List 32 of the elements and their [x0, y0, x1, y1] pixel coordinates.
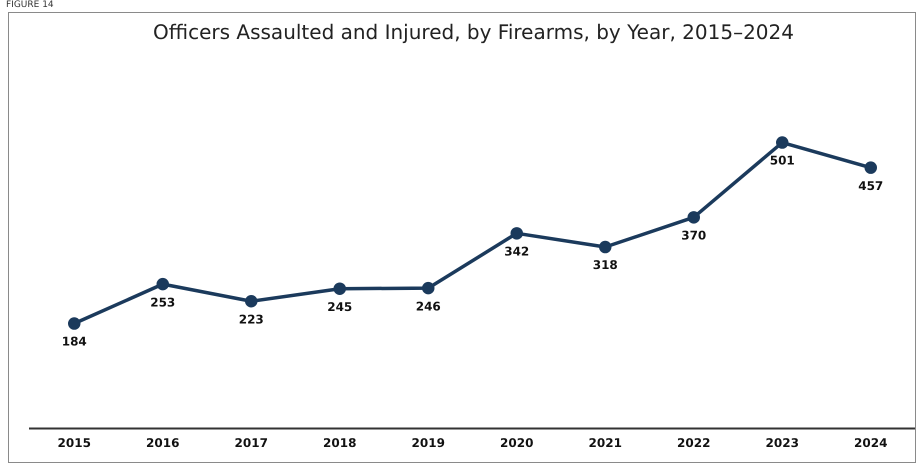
x-tick-label: 2020	[500, 436, 534, 450]
x-tick-label: 2018	[323, 436, 356, 450]
point	[245, 295, 258, 308]
x-tick-label: 2017	[234, 436, 268, 450]
data-label: 370	[681, 228, 706, 242]
x-tick-label: 2015	[58, 436, 91, 450]
data-label: 457	[858, 178, 884, 193]
data-label: 184	[62, 334, 87, 349]
data-label: 245	[327, 300, 352, 314]
point	[776, 136, 788, 149]
data-label: 318	[592, 258, 618, 272]
point	[68, 317, 80, 330]
point	[334, 282, 346, 295]
point	[156, 278, 169, 290]
point	[599, 240, 612, 254]
data-label: 342	[504, 244, 530, 258]
x-tick-label: 2023	[766, 436, 799, 450]
x-tick-label: 2019	[412, 436, 445, 450]
data-label: 501	[770, 154, 795, 168]
x-tick-label: 2024	[854, 436, 888, 450]
x-tick-label: 2016	[146, 436, 180, 450]
chart-title: Officers Assaulted and Injured, by Firearms, by Year, 2015–2024	[153, 20, 794, 44]
data-label: 246	[416, 299, 441, 314]
caption: FIGURE 14	[6, 0, 54, 11]
data-label: 253	[150, 295, 176, 310]
point	[422, 282, 434, 294]
data-label: 223	[238, 312, 264, 326]
point	[864, 161, 877, 174]
x-tick-label: 2022	[677, 436, 710, 450]
point	[688, 211, 700, 224]
x-tick-label: 2021	[588, 436, 622, 450]
point	[510, 227, 523, 240]
